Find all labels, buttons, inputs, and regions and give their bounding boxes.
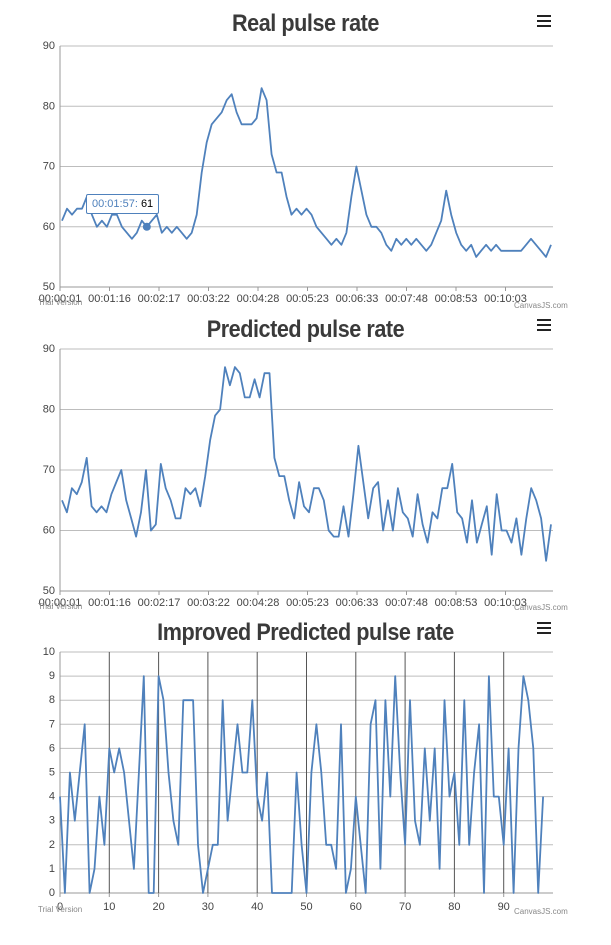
x-tick-label: 00:06:33 [336,597,379,609]
x-tick-label: 00:04:28 [237,293,280,305]
tooltip: 00:01:57: 61 [86,194,160,214]
x-tick-label: 00:07:48 [385,597,428,609]
x-tick-label: 00:00:01 [39,293,82,305]
y-tick-label: 4 [49,791,55,803]
credit-text: CanvasJS.com [514,301,568,310]
x-tick-label: 00:05:23 [286,597,329,609]
trial-version-text: Trial Version [38,602,82,611]
chart-plot: 50 60 70 80 90 00:00:01 00:01:16 00:02:17 00:03:… [38,343,568,612]
tooltip-label: 00:01:57: [92,198,138,210]
x-tick-label: 00:03:22 [187,293,230,305]
menu-icon[interactable] [537,319,551,331]
trial-version-text: Trial Version [38,905,82,914]
x-tick-label: 00:02:17 [138,293,181,305]
y-tick-label: 1 [49,863,55,875]
y-tick-label: 50 [43,281,55,293]
y-tick-label: 0 [49,887,55,899]
y-tick-label: 2 [49,839,55,851]
x-tick-label: 80 [448,901,460,913]
chart-plot: 50 60 70 80 90 00:00:01 00:01:16 00:02:17 00:03:… [38,40,568,310]
x-tick-label: 50 [300,901,312,913]
x-tick-label: 30 [202,901,214,913]
x-tick-label: 00:01:16 [88,293,131,305]
y-tick-label: 10 [43,646,55,658]
y-tick-label: 80 [43,100,55,112]
chart-plot: 0 1 2 3 4 5 6 7 8 9 10 0 10 20 30 40 50 60 70 80 90 Trial Ver… [38,646,568,916]
trial-version-text: Trial Version [38,298,82,307]
x-tick-label: 40 [251,901,263,913]
y-tick-label: 90 [43,40,55,52]
y-tick-label: 7 [49,718,55,730]
y-tick-label: 80 [43,404,55,416]
y-tick-label: 6 [49,742,55,754]
y-tick-label: 70 [43,464,55,476]
chart-title: Improved Predicted pulse rate [157,619,454,646]
tooltip-value: 61 [140,198,154,210]
x-tick-label: 00:08:53 [435,597,478,609]
y-tick-label: 50 [43,585,55,597]
y-tick-label: 70 [43,161,55,173]
x-tick-label: 60 [350,901,362,913]
y-tick-label: 60 [43,221,55,233]
x-tick-label: 00:06:33 [336,293,379,305]
series-line [61,87,552,258]
x-tick-label: 00:03:22 [187,597,230,609]
y-tick-label: 3 [49,815,55,827]
y-tick-label: 5 [49,767,55,779]
y-tick-label: 8 [49,694,55,706]
x-tick-label: 00:00:01 [39,597,82,609]
chart-title: Real pulse rate [232,10,379,37]
x-tick-label: 00:10:03 [484,597,527,609]
x-tick-label: 00:01:16 [88,597,131,609]
x-tick-label: 90 [498,901,510,913]
chart-title: Predicted pulse rate [206,316,405,343]
menu-icon[interactable] [537,15,551,27]
x-tick-label: 10 [103,901,115,913]
x-tick-label: 00:10:03 [484,293,527,305]
y-tick-label: 9 [49,670,55,682]
x-tick-label: 70 [399,901,411,913]
x-tick-label: 20 [152,901,164,913]
credit-text: CanvasJS.com [514,907,568,916]
x-tick-label: 00:04:28 [237,597,280,609]
menu-icon[interactable] [537,622,551,634]
highlight-point [142,222,151,231]
x-tick-label: 00:05:23 [286,293,329,305]
credit-text: CanvasJS.com [514,603,568,612]
series-line [61,366,552,562]
y-tick-label: 60 [43,525,55,537]
x-tick-label: 00:02:17 [138,597,181,609]
y-tick-label: 90 [43,343,55,355]
chart-improved-predicted-pulse-rate: Improved Predicted pulse rate 0 1 2 3 4 5 6 7 8 9… [0,615,611,945]
x-tick-label: 00:08:53 [435,293,478,305]
x-tick-label: 00:07:48 [385,293,428,305]
chart-real-pulse-rate: Real pulse rate 50 60 70 80 90 00:00:01 00:01:… [0,0,611,310]
x-tick-label: 0 [57,901,63,913]
chart-predicted-pulse-rate: Predicted pulse rate 50 60 70 80 90 00:00:01 0… [0,310,611,615]
series-line [59,675,544,894]
